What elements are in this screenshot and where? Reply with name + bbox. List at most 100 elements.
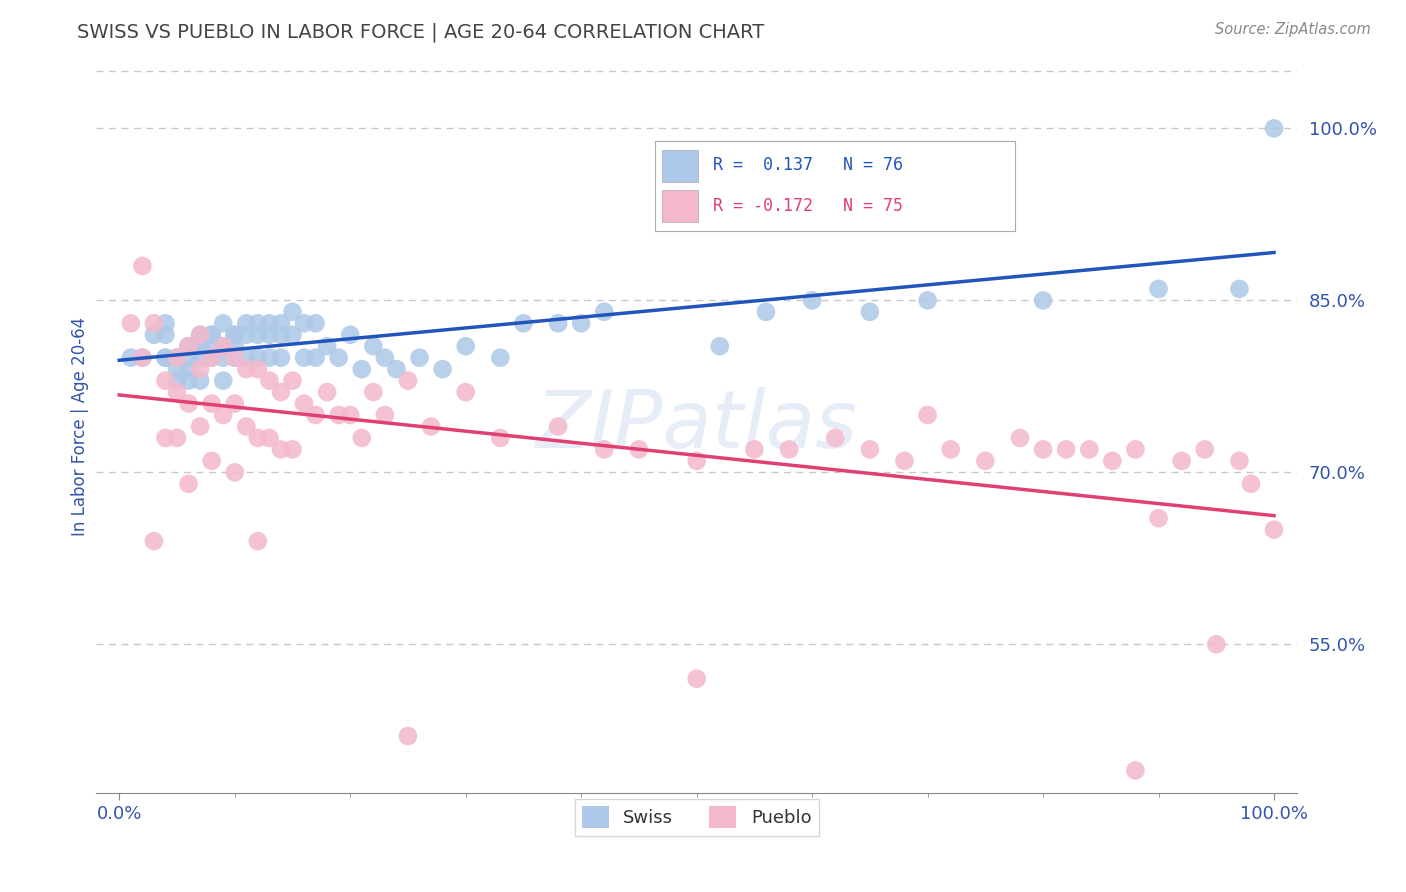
Point xyxy=(420,419,443,434)
Point xyxy=(188,362,211,376)
Point xyxy=(224,327,246,342)
Point xyxy=(120,351,142,365)
Point xyxy=(281,374,304,388)
Point xyxy=(224,351,246,365)
Point xyxy=(1170,454,1192,468)
Point xyxy=(177,351,200,365)
Point xyxy=(350,431,373,445)
Point xyxy=(1101,454,1123,468)
Point xyxy=(685,454,707,468)
Point xyxy=(235,362,257,376)
Point xyxy=(188,339,211,353)
Point xyxy=(166,385,188,400)
Point xyxy=(166,351,188,365)
Point xyxy=(292,316,315,330)
Point xyxy=(1125,764,1147,778)
Point xyxy=(755,305,778,319)
Point xyxy=(246,534,269,549)
Point xyxy=(363,339,385,353)
Point xyxy=(131,351,153,365)
Point xyxy=(1078,442,1101,457)
Point xyxy=(292,351,315,365)
Point xyxy=(142,327,165,342)
Point xyxy=(512,316,534,330)
Point xyxy=(155,431,177,445)
Point xyxy=(270,442,292,457)
Point xyxy=(778,442,800,457)
Point xyxy=(304,351,326,365)
Point xyxy=(547,419,569,434)
Point xyxy=(166,351,188,365)
Point xyxy=(374,351,396,365)
Point xyxy=(709,339,731,353)
Point xyxy=(281,327,304,342)
Point xyxy=(1032,293,1054,308)
Point xyxy=(316,385,339,400)
Point xyxy=(974,454,997,468)
Point xyxy=(177,339,200,353)
Point xyxy=(142,316,165,330)
Point xyxy=(166,374,188,388)
Point xyxy=(1147,282,1170,296)
Point xyxy=(385,362,408,376)
Point xyxy=(224,396,246,410)
Point xyxy=(224,339,246,353)
FancyBboxPatch shape xyxy=(662,151,699,182)
Point xyxy=(177,374,200,388)
Point xyxy=(155,351,177,365)
Point xyxy=(188,339,211,353)
Text: R = -0.172   N = 75: R = -0.172 N = 75 xyxy=(713,196,903,215)
Point xyxy=(432,362,454,376)
Point xyxy=(547,316,569,330)
Point xyxy=(188,327,211,342)
Point xyxy=(235,351,257,365)
Point xyxy=(939,442,962,457)
Point xyxy=(155,351,177,365)
Point xyxy=(1054,442,1077,457)
Point xyxy=(593,305,616,319)
Point xyxy=(166,351,188,365)
Text: ZIPatlas: ZIPatlas xyxy=(536,387,858,466)
Point xyxy=(489,351,512,365)
Point xyxy=(1194,442,1216,457)
Point xyxy=(859,442,882,457)
Point xyxy=(917,408,939,422)
Point xyxy=(270,327,292,342)
Point xyxy=(212,316,235,330)
Point xyxy=(662,202,685,216)
Point xyxy=(224,327,246,342)
Point xyxy=(155,374,177,388)
Point xyxy=(270,351,292,365)
Point xyxy=(569,316,592,330)
Point xyxy=(328,408,350,422)
Legend: Swiss, Pueblo: Swiss, Pueblo xyxy=(575,799,818,836)
Point xyxy=(270,316,292,330)
Text: SWISS VS PUEBLO IN LABOR FORCE | AGE 20-64 CORRELATION CHART: SWISS VS PUEBLO IN LABOR FORCE | AGE 20-… xyxy=(77,22,765,42)
Point xyxy=(166,431,188,445)
Point xyxy=(1263,121,1285,136)
Point xyxy=(201,454,224,468)
Point xyxy=(246,362,269,376)
Point xyxy=(824,431,846,445)
Point xyxy=(188,327,211,342)
Point xyxy=(1008,431,1031,445)
Point xyxy=(201,351,224,365)
Point xyxy=(235,419,257,434)
Text: R =  0.137   N = 76: R = 0.137 N = 76 xyxy=(713,156,903,175)
Point xyxy=(177,362,200,376)
Point xyxy=(1229,454,1251,468)
Point xyxy=(1147,511,1170,525)
Point xyxy=(859,305,882,319)
Point xyxy=(259,431,281,445)
Point xyxy=(212,374,235,388)
Point xyxy=(259,351,281,365)
Point xyxy=(212,408,235,422)
Point xyxy=(212,351,235,365)
Point xyxy=(363,385,385,400)
Point xyxy=(177,396,200,410)
Point xyxy=(744,442,766,457)
Point xyxy=(1229,282,1251,296)
Point xyxy=(259,374,281,388)
Point xyxy=(893,454,915,468)
Point xyxy=(1263,523,1285,537)
